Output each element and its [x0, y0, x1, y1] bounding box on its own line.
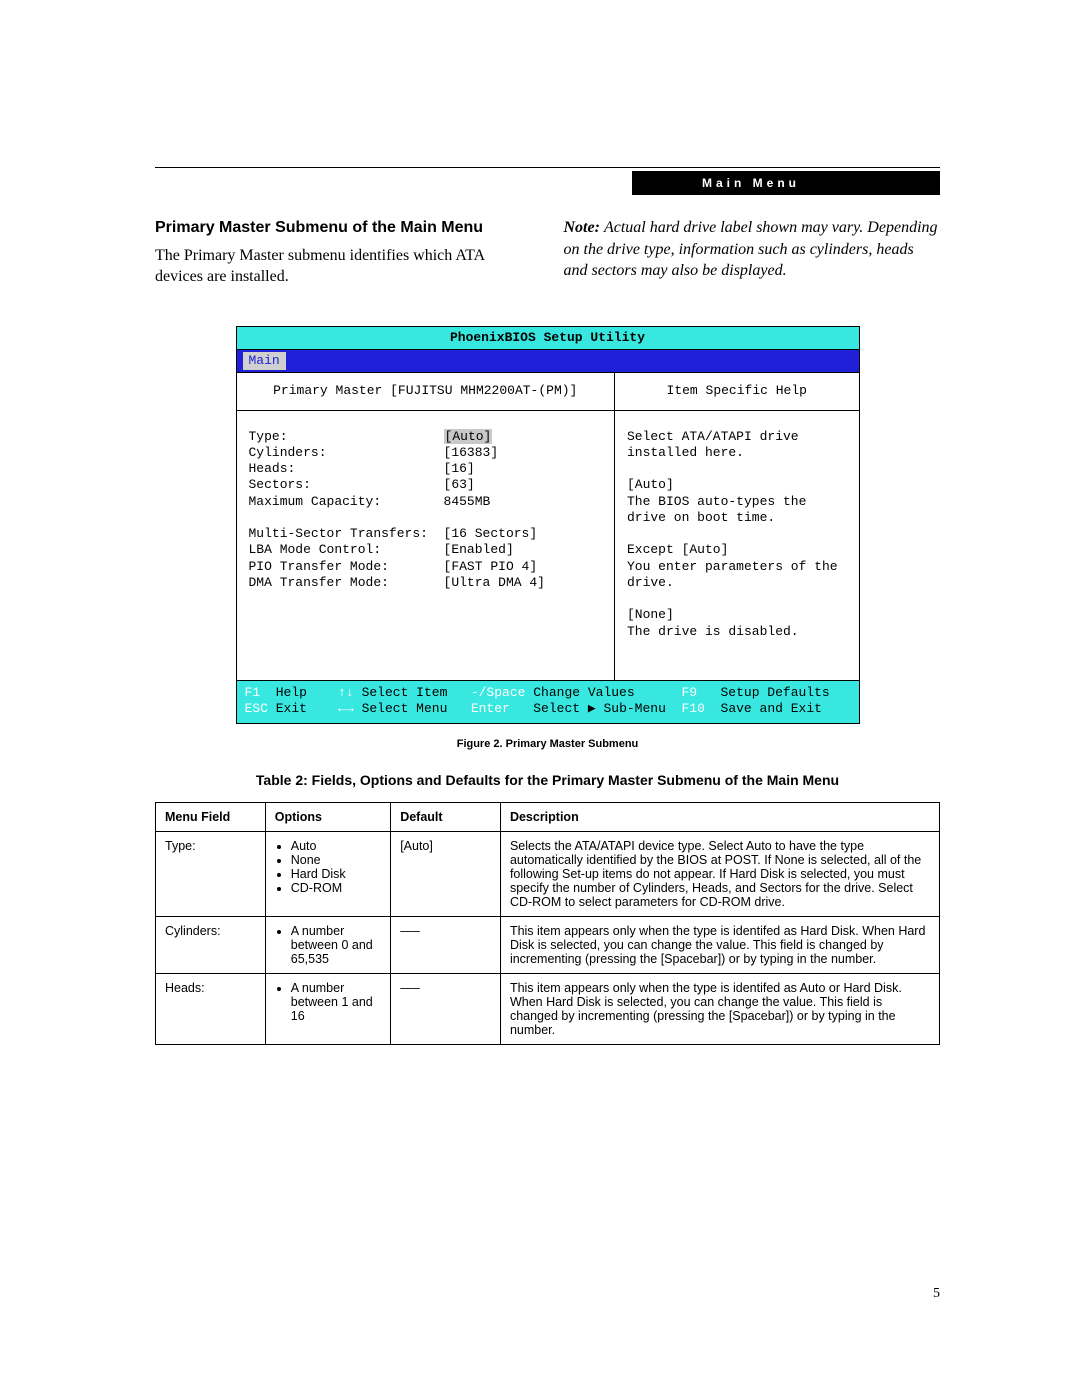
flabel-select-item: Select Item	[362, 685, 448, 700]
bios-help-text: Select ATA/ATAPI drive installed here. […	[615, 411, 859, 680]
fkey-esc[interactable]: ESC	[245, 701, 268, 716]
section-heading: Primary Master Submenu of the Main Menu	[155, 217, 532, 239]
intro-text: The Primary Master submenu identifies wh…	[155, 245, 532, 288]
cell-menu: Cylinders:	[156, 917, 266, 974]
th-description: Description	[500, 803, 939, 832]
cell-menu: Heads:	[156, 974, 266, 1045]
section-bar: Main Menu	[632, 171, 940, 195]
fkey-space[interactable]: -/Space	[471, 685, 526, 700]
fkey-enter[interactable]: Enter	[471, 701, 510, 716]
fkey-f1[interactable]: F1	[245, 685, 261, 700]
option-item: A number between 0 and 65,535	[291, 924, 381, 966]
cell-description: Selects the ATA/ATAPI device type. Selec…	[500, 832, 939, 917]
bios-right-header: Item Specific Help	[615, 373, 859, 410]
page-number: 5	[933, 1286, 940, 1302]
bios-title: PhoenixBIOS Setup Utility	[237, 327, 859, 350]
fkey-f9[interactable]: F9	[681, 685, 697, 700]
note-label: Note:	[564, 219, 600, 236]
note-text: Note: Actual hard drive label shown may …	[564, 217, 941, 282]
flabel-change-values: Change Values	[533, 685, 634, 700]
cell-options: A number between 1 and 16	[265, 974, 390, 1045]
fields-table: Menu Field Options Default Description T…	[155, 802, 940, 1045]
cell-options: AutoNoneHard DiskCD-ROM	[265, 832, 390, 917]
option-item: Hard Disk	[291, 867, 381, 881]
flabel-help: Help	[276, 685, 307, 700]
option-item: CD-ROM	[291, 881, 381, 895]
cell-description: This item appears only when the type is …	[500, 917, 939, 974]
cell-description: This item appears only when the type is …	[500, 974, 939, 1045]
option-item: Auto	[291, 839, 381, 853]
flabel-setup-defaults: Setup Defaults	[720, 685, 829, 700]
fkey-updown[interactable]: ↑↓	[338, 685, 354, 700]
fkey-f10[interactable]: F10	[682, 701, 705, 716]
bios-footer: F1 Help ↑↓ Select Item -/Space Change Va…	[237, 681, 859, 724]
note-body: Actual hard drive label shown may vary. …	[564, 219, 938, 279]
flabel-submenu: Select ▶ Sub-Menu	[533, 701, 666, 716]
fkey-leftright[interactable]: ←→	[338, 701, 354, 716]
bios-left-header: Primary Master [FUJITSU MHM2200AT-(PM)]	[237, 373, 614, 410]
table-row: Heads: A number between 1 and 16—–This it…	[156, 974, 940, 1045]
flabel-select-menu: Select Menu	[362, 701, 448, 716]
th-default: Default	[391, 803, 501, 832]
cell-default: [Auto]	[391, 832, 501, 917]
cell-default: —–	[391, 917, 501, 974]
flabel-exit: Exit	[276, 701, 307, 716]
bios-field-list: Type: [Auto] Cylinders: [16383] Heads: […	[237, 411, 614, 662]
figure-caption: Figure 2. Primary Master Submenu	[155, 738, 940, 750]
table-row: Cylinders: A number between 0 and 65,535—…	[156, 917, 940, 974]
th-options: Options	[265, 803, 390, 832]
th-menu: Menu Field	[156, 803, 266, 832]
cell-options: A number between 0 and 65,535	[265, 917, 390, 974]
bios-tab-main[interactable]: Main	[243, 352, 286, 370]
option-item: None	[291, 853, 381, 867]
bios-screen: PhoenixBIOS Setup Utility Main Primary M…	[236, 326, 860, 725]
top-rule	[155, 167, 940, 168]
table-title: Table 2: Fields, Options and Defaults fo…	[155, 772, 940, 788]
cell-default: —–	[391, 974, 501, 1045]
bios-tab-bar: Main	[237, 350, 859, 373]
flabel-save-exit: Save and Exit	[721, 701, 822, 716]
cell-menu: Type:	[156, 832, 266, 917]
table-row: Type:AutoNoneHard DiskCD-ROM[Auto]Select…	[156, 832, 940, 917]
option-item: A number between 1 and 16	[291, 981, 381, 1023]
